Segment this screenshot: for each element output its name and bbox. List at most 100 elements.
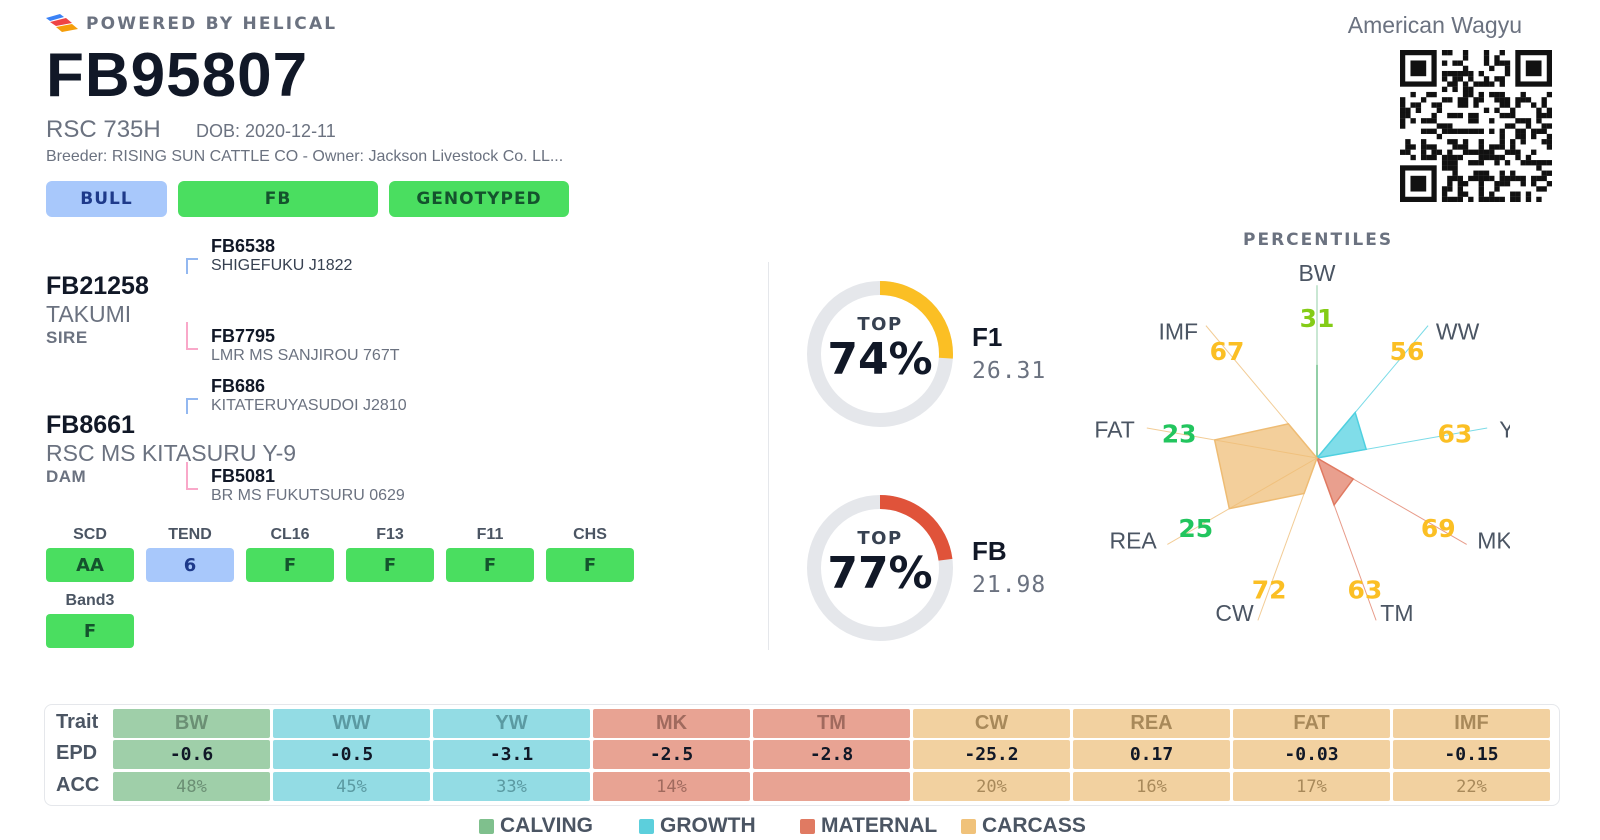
index-value: 26.31 [972, 358, 1047, 384]
pedigree-connector [186, 462, 198, 490]
marker-value-chs: F [546, 548, 634, 582]
pedigree-dam-dam[interactable]: FB5081 BR MS FUKUTSURU 0629 [211, 466, 405, 505]
marker-value-cl16: F [246, 548, 334, 582]
epd-cell-acc-imf: 22% [1393, 772, 1550, 801]
epd-row-label: Trait [56, 711, 99, 733]
gauge-fill [807, 495, 953, 641]
epd-table [44, 704, 1560, 806]
breeder-owner: Breeder: RISING SUN CATTLE CO - Owner: J… [46, 148, 564, 165]
legend-item-maternal: MATERNAL [800, 814, 937, 838]
dam-id: FB8661 [46, 411, 135, 439]
ancestor-id: FB5081 [211, 466, 276, 486]
radar-value-cw: 72 [1252, 576, 1287, 605]
epd-cell-trait-rea: REA [1073, 709, 1230, 738]
gauge-percent: 74% [827, 334, 933, 385]
dam-name: RSC MS KITASURU Y-9 [46, 440, 297, 466]
qr-code-icon[interactable] [1400, 50, 1552, 202]
legend-item-growth: GROWTH [639, 814, 756, 838]
epd-cell-epd-imf: -0.15 [1393, 740, 1550, 769]
tag-sex: BULL [46, 181, 167, 217]
registration-number: FB95807 [46, 41, 309, 110]
radar-value-mk: 69 [1421, 514, 1456, 543]
radar-label-yw: YW [1499, 416, 1510, 442]
ancestor-id: FB686 [211, 376, 266, 396]
sire-role: SIRE [46, 328, 88, 347]
ancestor-name: LMR MS SANJIROU 767T [211, 347, 400, 364]
ancestor-id: FB7795 [211, 326, 276, 346]
epd-cell-epd-bw: -0.6 [113, 740, 270, 769]
marker-label: F13 [376, 526, 404, 543]
radar-area-carcass [1213, 423, 1318, 510]
legend-item-calving: CALVING [479, 814, 593, 838]
epd-cell-epd-cw: -25.2 [913, 740, 1070, 769]
radar-label-rea: REA [1109, 528, 1157, 554]
marker-label: CHS [573, 526, 607, 543]
percentiles-radar-chart: 31BW56WW63YW69MK63TM72CW25REA23FAT67IMF [1094, 260, 1510, 626]
epd-cell-epd-yw: -3.1 [433, 740, 590, 769]
sire-name: TAKUMI [46, 301, 132, 327]
legend-label: CARCASS [982, 814, 1086, 837]
percentiles-title: PERCENTILES [1243, 230, 1394, 250]
radar-label-bw: BW [1298, 260, 1335, 286]
radar-label-tm: TM [1380, 600, 1413, 626]
epd-cell-acc-fat: 17% [1233, 772, 1390, 801]
radar-label-ww: WW [1436, 319, 1480, 345]
epd-cell-acc-bw: 48% [113, 772, 270, 801]
pedigree-sire-dam[interactable]: FB7795 LMR MS SANJIROU 767T [211, 326, 399, 365]
gauge-top-label: TOP [857, 314, 903, 335]
legend-label: MATERNAL [821, 814, 938, 837]
legend-swatch [479, 818, 494, 834]
pedigree-dam[interactable]: FB8661 RSC MS KITASURU Y-9 DAM [46, 411, 296, 487]
ancestor-name: BR MS FUKUTSURU 0629 [211, 487, 405, 504]
marker-label: Band3 [65, 592, 115, 609]
radar-value-imf: 67 [1210, 337, 1245, 366]
pedigree-dam-sire[interactable]: FB686 KITATERUYASUDOI J2810 [211, 376, 407, 415]
radar-value-fat: 23 [1162, 420, 1197, 449]
epd-cell-trait-mk: MK [593, 709, 750, 738]
radar-label-mk: MK [1477, 528, 1510, 554]
legend-swatch [961, 818, 976, 834]
pedigree-sire-sire[interactable]: FB6538 SHIGEFUKU J1822 [211, 236, 352, 275]
radar-value-rea: 25 [1178, 514, 1213, 543]
marker-label: CL16 [270, 526, 310, 543]
radar-label-fat: FAT [1094, 416, 1134, 442]
epd-cell-epd-fat: -0.03 [1233, 740, 1390, 769]
tag-breed-type: FB [178, 181, 378, 217]
epd-cell-acc-ww: 45% [273, 772, 430, 801]
powered-by: POWERED BY HELICAL [46, 14, 337, 34]
radar-value-tm: 63 [1347, 576, 1382, 605]
helical-logo-icon [46, 14, 78, 32]
legend-item-carcass: CARCASS [961, 814, 1086, 838]
radar-area-maternal [1315, 456, 1355, 507]
ancestor-name: KITATERUYASUDOI J2810 [211, 397, 407, 414]
index-gauge-ring [807, 495, 953, 641]
gauge-percent: 77% [827, 548, 933, 599]
index-gauge-ring [807, 281, 953, 427]
tag-genotyped: GENOTYPED [389, 181, 569, 217]
epd-cell-trait-yw: YW [433, 709, 590, 738]
marker-value-band3: F [46, 614, 134, 648]
epd-cell-epd-mk: -2.5 [593, 740, 750, 769]
legend-label: CALVING [500, 814, 593, 837]
epd-cell-epd-ww: -0.5 [273, 740, 430, 769]
pedigree-sire[interactable]: FB21258 TAKUMI SIRE [46, 272, 149, 348]
radar-area-growth [1315, 410, 1368, 460]
date-of-birth: DOB: 2020-12-11 [196, 121, 336, 141]
radar-label-cw: CW [1215, 600, 1254, 626]
epd-cell-trait-cw: CW [913, 709, 1070, 738]
legend-label: GROWTH [660, 814, 756, 837]
marker-label: SCD [73, 526, 107, 543]
epd-cell-trait-imf: IMF [1393, 709, 1550, 738]
epd-row-label: ACC [56, 774, 100, 796]
legend-swatch [639, 818, 654, 834]
marker-label: F11 [476, 526, 504, 543]
radar-value-ww: 56 [1390, 337, 1425, 366]
animal-name: RSC 735H [46, 116, 161, 143]
ancestor-id: FB6538 [211, 236, 276, 256]
radar-value-bw: 31 [1300, 304, 1335, 333]
epd-cell-epd-tm: -2.8 [753, 740, 910, 769]
epd-cell-trait-fat: FAT [1233, 709, 1390, 738]
epd-cell-acc-yw: 33% [433, 772, 590, 801]
pedigree-connector [186, 322, 198, 350]
marker-value-scd: AA [46, 548, 134, 582]
